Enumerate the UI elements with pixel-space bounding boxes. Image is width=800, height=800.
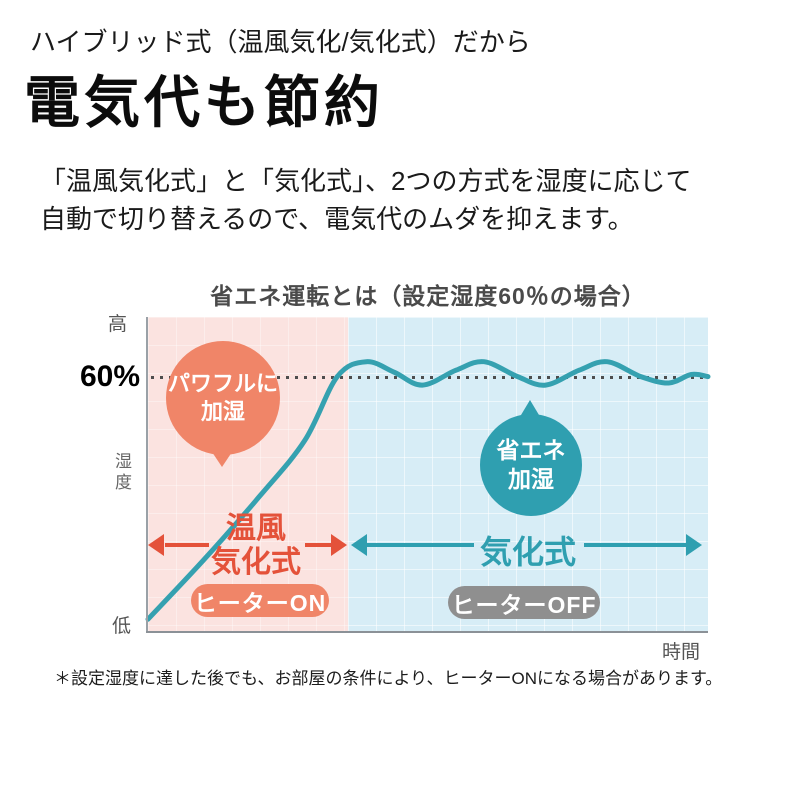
range-arrow-shaft: [305, 543, 332, 547]
range-arrow-shaft: [366, 543, 474, 547]
range-arrow-left-icon: [148, 534, 164, 556]
bubble-tail-up-icon: [521, 400, 539, 415]
powerful-humidify-bubble: パワフルに 加湿: [166, 341, 280, 455]
range-arrow-right-icon: [331, 534, 347, 556]
bubble-tail-down-icon: [212, 452, 232, 467]
body-copy: 「温風気化式」と「気化式」、2つの方式を湿度に応じて 自動で切り替えるので、電気…: [40, 162, 691, 238]
kicker-text: ハイブリッド式（温風気化/気化式）だから: [30, 27, 531, 57]
eco-bubble-line-1: 省エネ: [496, 437, 566, 463]
heater-on-badge: ヒーターON: [191, 584, 329, 617]
range-arrow-right-icon: [686, 534, 702, 556]
x-axis-title: 時間: [662, 642, 701, 663]
heater-off-badge: ヒーターOFF: [448, 586, 600, 619]
body-line-1: 「温風気化式」と「気化式」、2つの方式を湿度に応じて: [40, 166, 692, 196]
chart-title: 省エネ運転とは（設定湿度60％の場合）: [210, 283, 646, 309]
range-arrow-shaft: [584, 543, 686, 547]
body-line-2: 自動で切り替えるので、電気代のムダを抑えます。: [40, 204, 634, 234]
eco-humidify-bubble: 省エネ 加湿: [480, 414, 582, 516]
y-axis-line: [146, 317, 148, 633]
y-axis-high-label: 高: [108, 314, 128, 335]
setpoint-label: 60%: [79, 360, 140, 393]
powerful-bubble-line-2: 加湿: [200, 399, 245, 424]
y-axis-low-label: 低: [112, 616, 132, 637]
range-arrow-left-icon: [351, 534, 367, 556]
footnote-text: ＊設定湿度に達した後でも、お部屋の条件により、ヒーターONになる場合があります。: [54, 669, 723, 688]
eco-bubble-line-2: 加湿: [508, 466, 554, 492]
page-title: 電気代も節約: [24, 71, 384, 134]
heater-on-mode-line-1: 温風: [226, 512, 286, 545]
powerful-bubble-line-1: パワフルに: [167, 371, 278, 396]
x-axis-line: [146, 631, 708, 633]
y-axis-title: 湿度: [112, 452, 131, 494]
heater-on-mode-line-2: 気化式: [211, 546, 301, 579]
range-arrow-shaft: [165, 543, 209, 547]
heater-off-mode-label: 気化式: [479, 534, 576, 570]
